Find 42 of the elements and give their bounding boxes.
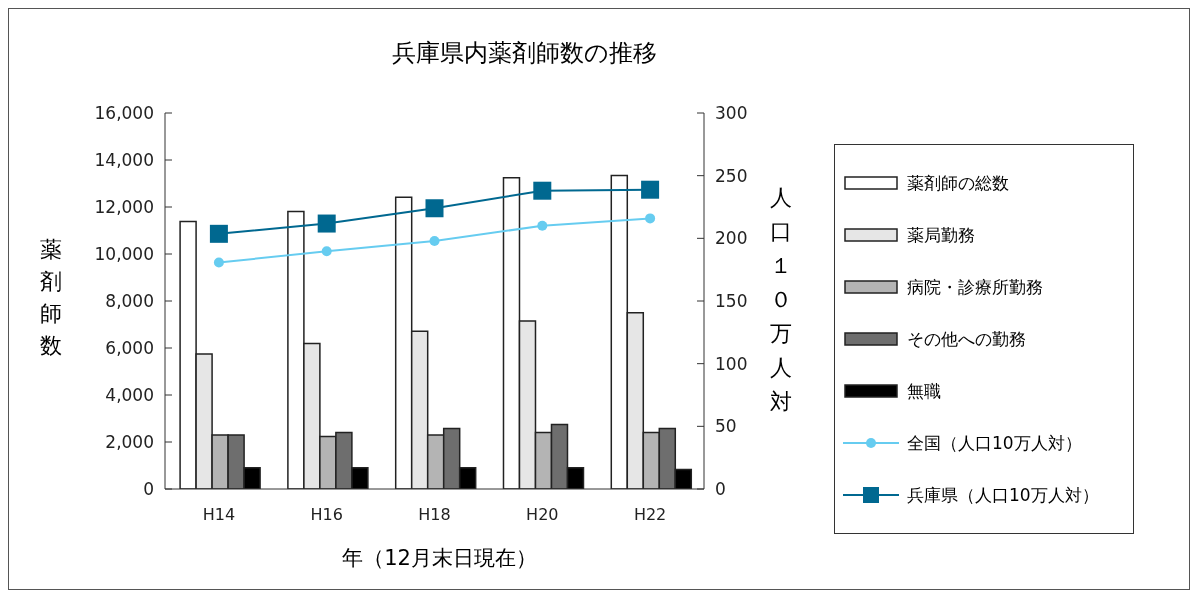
point bbox=[537, 220, 548, 231]
legend-label: 兵庫県（人口10万人対） bbox=[907, 483, 1099, 507]
y-tick-label: 2,000 bbox=[105, 432, 154, 453]
point bbox=[641, 180, 660, 199]
y2-tick-label: 250 bbox=[715, 165, 748, 186]
y2-tick-label: 150 bbox=[715, 291, 748, 312]
y-tick-label: 8,000 bbox=[105, 291, 154, 312]
x-axis-title: 年（12月末日現在） bbox=[341, 545, 538, 572]
x-tick-label: H18 bbox=[418, 505, 451, 525]
legend-label: 全国（人口10万人対） bbox=[907, 431, 1082, 455]
chart-title: 兵庫県内薬剤師数の推移 bbox=[390, 38, 658, 69]
y-tick-label: 12,000 bbox=[94, 197, 154, 218]
point bbox=[213, 257, 224, 268]
point bbox=[209, 224, 228, 243]
x-tick-label: H20 bbox=[526, 505, 559, 525]
x-tick-label: H16 bbox=[310, 505, 343, 525]
y-tick-label: 16,000 bbox=[94, 103, 154, 124]
point bbox=[317, 214, 336, 233]
legend-label: 病院・診療所勤務 bbox=[907, 275, 1043, 299]
point bbox=[321, 246, 332, 257]
y2-tick-label: 100 bbox=[715, 353, 748, 374]
legend-label: 薬剤師の総数 bbox=[907, 171, 1009, 195]
y2-axis-title: 人口１０万人対 bbox=[769, 184, 793, 416]
y-axis-title: 薬剤師数 bbox=[39, 236, 63, 360]
point bbox=[645, 213, 656, 224]
y2-tick-label: 0 bbox=[715, 479, 726, 500]
point bbox=[429, 235, 440, 246]
y-tick-label: 6,000 bbox=[105, 338, 154, 359]
legend-label: その他への勤務 bbox=[907, 327, 1026, 351]
y2-tick-label: 200 bbox=[715, 228, 748, 249]
x-tick-label: H22 bbox=[633, 505, 667, 525]
y-tick-label: 0 bbox=[143, 479, 154, 500]
legend-label: 薬局勤務 bbox=[907, 223, 975, 247]
y2-tick-label: 300 bbox=[715, 103, 748, 124]
y-tick-label: 14,000 bbox=[94, 150, 154, 171]
y-tick-label: 10,000 bbox=[94, 244, 154, 265]
legend-label: 無職 bbox=[907, 379, 941, 403]
y2-tick-label: 50 bbox=[715, 416, 737, 437]
point bbox=[533, 181, 552, 200]
x-tick-label: H14 bbox=[202, 505, 236, 525]
y-tick-label: 4,000 bbox=[105, 385, 154, 406]
point bbox=[425, 199, 444, 218]
